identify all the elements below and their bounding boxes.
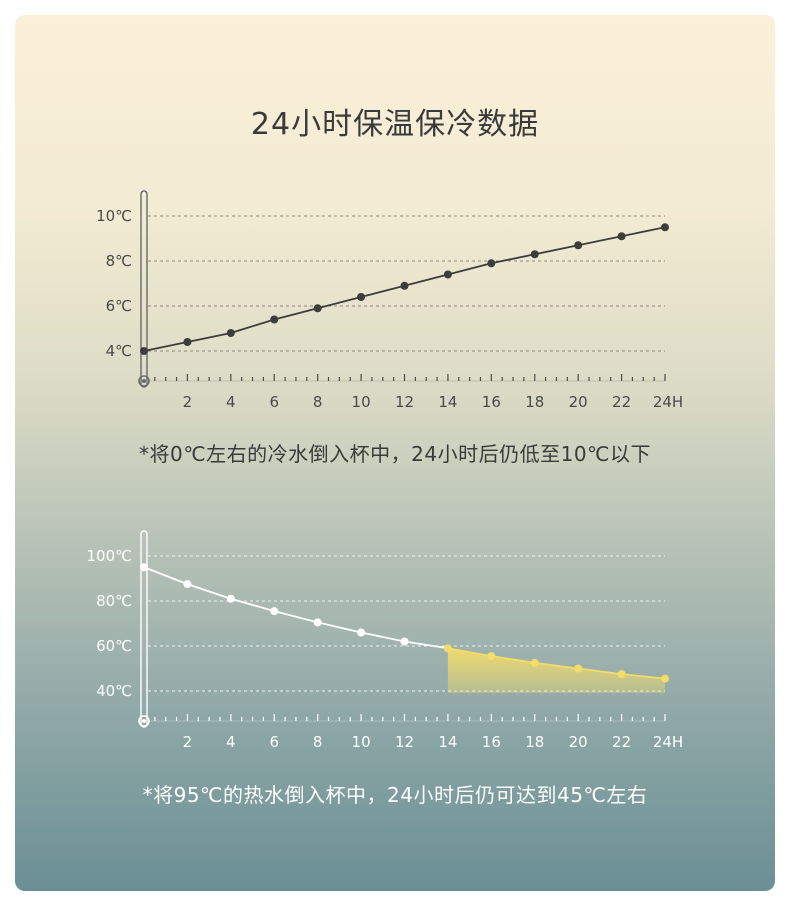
data-point	[661, 674, 669, 683]
data-point	[183, 338, 192, 346]
data-point	[357, 293, 366, 301]
x-tick-label: 8	[313, 733, 323, 751]
x-tick-label: 16	[482, 393, 501, 411]
data-point	[270, 607, 279, 616]
y-tick-label: 6℃	[106, 297, 132, 315]
x-tick-label: 24H	[653, 393, 683, 411]
series-line	[143, 566, 449, 650]
data-point	[574, 241, 583, 250]
data-point	[487, 259, 496, 268]
cold-caption: *将0℃左右的冷水倒入杯中，24小时后仍低至10℃以下	[138, 442, 652, 466]
hot-caption: *将95℃的热水倒入杯中，24小时后仍可达到45℃左右	[142, 783, 648, 807]
y-tick-label: 80℃	[96, 592, 132, 610]
data-point	[400, 637, 409, 646]
thermometer-bulb-core	[142, 379, 146, 383]
data-point	[530, 658, 539, 667]
y-tick-label: 40℃	[96, 682, 132, 700]
y-tick-label: 60℃	[96, 637, 132, 655]
data-point	[400, 281, 409, 290]
x-tick-label: 2	[183, 393, 193, 411]
y-tick-label: 8℃	[106, 252, 132, 270]
series-line-highlight	[447, 647, 666, 680]
highlight-area	[447, 648, 665, 693]
x-tick-label: 24H	[653, 733, 683, 751]
data-point	[487, 652, 496, 661]
page-title: 24小时保温保冷数据	[250, 107, 540, 142]
x-tick-label: 12	[395, 393, 414, 411]
data-point	[661, 223, 669, 232]
data-point	[313, 304, 322, 313]
x-tick-label: 14	[438, 733, 457, 751]
data-point	[313, 618, 322, 627]
x-tick-label: 10	[352, 393, 371, 411]
x-tick-label: 18	[525, 733, 544, 751]
hot-chart: 40℃ 60℃ 80℃ 100℃ 2 4 6 8 10 12 14 16 18 20 22 24H	[87, 530, 683, 751]
data-point	[140, 347, 148, 355]
data-point	[443, 644, 452, 653]
x-tick-label: 2	[183, 733, 193, 751]
x-tick-label: 16	[482, 733, 501, 751]
x-tick-label: 8	[313, 393, 323, 411]
data-point	[270, 315, 279, 324]
x-tick-label: 18	[525, 393, 544, 411]
data-point	[226, 329, 235, 337]
thermometer-bulb	[138, 375, 150, 387]
x-tick-label: 6	[269, 733, 279, 751]
data-point	[183, 580, 192, 589]
cold-chart: 4℃ 6℃ 8℃ 10℃ 2 4 6 8 10 12 14 16 18 20 22 24H	[96, 190, 683, 411]
y-tick-label: 4℃	[106, 342, 132, 360]
x-tick-label: 22	[612, 393, 631, 411]
x-tick-label: 12	[395, 733, 414, 751]
x-tick-label: 20	[569, 393, 588, 411]
x-tick-label: 4	[226, 733, 236, 751]
thermometer-axis	[140, 530, 148, 728]
x-tick-label: 20	[569, 733, 588, 751]
data-point	[140, 563, 148, 572]
data-point	[617, 232, 626, 241]
y-tick-label: 100℃	[87, 547, 132, 565]
x-tick-label: 4	[226, 393, 236, 411]
x-tick-label: 22	[612, 733, 631, 751]
data-point	[357, 628, 366, 637]
data-point	[574, 664, 583, 673]
card: 24小时保温保冷数据 4℃ 6℃ 8℃ 10℃ 2 4 6 8 10 12 14 16 18 20 22 24…	[15, 15, 775, 891]
x-tick-label: 14	[438, 393, 457, 411]
data-point	[530, 250, 539, 259]
x-tick-label: 10	[352, 733, 371, 751]
data-point	[443, 270, 452, 279]
thermometer-bulb-core	[142, 719, 146, 723]
x-tick-label: 6	[269, 393, 279, 411]
data-point	[226, 594, 235, 603]
thermometer-bulb	[138, 715, 150, 727]
data-point	[617, 670, 626, 679]
y-tick-label: 10℃	[96, 207, 132, 225]
thermometer-axis	[140, 190, 148, 388]
